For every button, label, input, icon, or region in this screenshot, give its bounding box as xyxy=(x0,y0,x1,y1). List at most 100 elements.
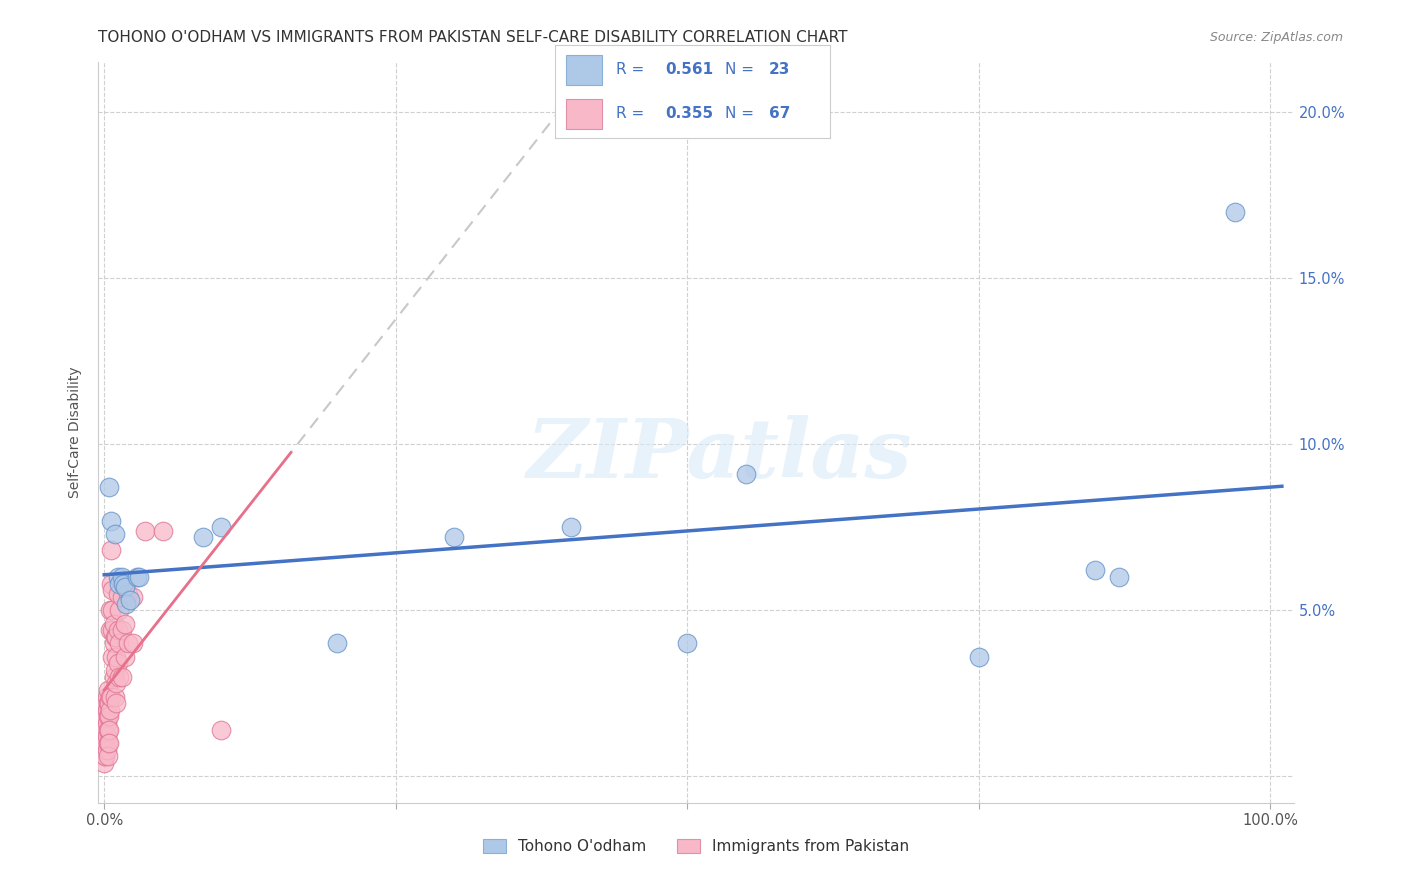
Point xyxy=(96,690,118,704)
Point xyxy=(111,670,134,684)
Point xyxy=(104,663,127,677)
Point xyxy=(93,756,115,770)
Point xyxy=(96,742,118,756)
Text: R =: R = xyxy=(616,62,648,78)
Point xyxy=(443,530,465,544)
Point xyxy=(104,676,127,690)
Text: R =: R = xyxy=(616,106,648,121)
Text: 0.561: 0.561 xyxy=(665,62,713,78)
Text: 23: 23 xyxy=(769,62,790,78)
Point xyxy=(93,730,115,744)
Point xyxy=(93,716,115,731)
Text: TOHONO O'ODHAM VS IMMIGRANTS FROM PAKISTAN SELF-CARE DISABILITY CORRELATION CHAR: TOHONO O'ODHAM VS IMMIGRANTS FROM PAKIST… xyxy=(98,29,848,45)
Point xyxy=(93,709,115,723)
Point xyxy=(111,570,134,584)
Point xyxy=(103,670,125,684)
Legend: Tohono O'odham, Immigrants from Pakistan: Tohono O'odham, Immigrants from Pakistan xyxy=(475,831,917,862)
Point xyxy=(93,749,115,764)
Point xyxy=(104,649,127,664)
Point xyxy=(117,636,139,650)
Point xyxy=(209,520,232,534)
Point xyxy=(107,657,129,671)
Point xyxy=(101,649,124,664)
Point xyxy=(152,524,174,538)
Point xyxy=(98,690,121,704)
Point xyxy=(97,723,120,737)
Point xyxy=(101,603,124,617)
Point xyxy=(97,749,120,764)
Point xyxy=(97,696,120,710)
Point xyxy=(104,630,127,644)
FancyBboxPatch shape xyxy=(567,55,602,85)
Point xyxy=(326,636,349,650)
Point xyxy=(107,570,129,584)
Point xyxy=(967,649,990,664)
Point xyxy=(111,590,134,604)
Point xyxy=(108,603,131,617)
Point xyxy=(104,630,127,644)
Point xyxy=(115,597,138,611)
Point xyxy=(93,736,115,750)
Point xyxy=(676,636,699,650)
Point xyxy=(101,623,124,637)
Point xyxy=(100,690,122,704)
Point xyxy=(122,636,145,650)
Point xyxy=(104,690,127,704)
Text: 67: 67 xyxy=(769,106,790,121)
Point xyxy=(100,543,122,558)
Point xyxy=(114,616,136,631)
Point xyxy=(128,570,150,584)
Point xyxy=(111,576,134,591)
Point xyxy=(93,723,115,737)
Text: ZIPatlas: ZIPatlas xyxy=(527,415,912,495)
Point xyxy=(1084,563,1107,577)
Point xyxy=(101,583,124,598)
Point xyxy=(94,709,117,723)
Text: N =: N = xyxy=(725,106,759,121)
Point xyxy=(100,576,122,591)
Point xyxy=(193,530,215,544)
Point xyxy=(560,520,582,534)
Point xyxy=(94,749,117,764)
Point xyxy=(96,730,118,744)
Point xyxy=(108,670,131,684)
Point xyxy=(98,603,121,617)
Point xyxy=(97,682,120,697)
Point xyxy=(93,742,115,756)
Point xyxy=(97,723,120,737)
Point xyxy=(104,527,127,541)
Point xyxy=(94,723,117,737)
Point xyxy=(125,570,148,584)
Point xyxy=(97,736,120,750)
Point xyxy=(108,576,131,591)
Text: Source: ZipAtlas.com: Source: ZipAtlas.com xyxy=(1209,31,1343,45)
Point xyxy=(96,716,118,731)
Point xyxy=(100,514,122,528)
FancyBboxPatch shape xyxy=(567,99,602,129)
Point xyxy=(94,696,117,710)
Point xyxy=(96,703,118,717)
Y-axis label: Self-Care Disability: Self-Care Disability xyxy=(69,367,83,499)
Point xyxy=(103,636,125,650)
Point xyxy=(111,623,134,637)
Point xyxy=(114,649,136,664)
Text: N =: N = xyxy=(725,62,759,78)
Point xyxy=(107,587,129,601)
Point xyxy=(103,616,125,631)
Point xyxy=(104,696,127,710)
Point xyxy=(97,480,120,494)
Point xyxy=(98,703,121,717)
Text: 0.355: 0.355 xyxy=(665,106,713,121)
Point xyxy=(117,587,139,601)
Point xyxy=(94,736,117,750)
Point xyxy=(114,580,136,594)
Point xyxy=(134,524,156,538)
Point xyxy=(97,696,120,710)
Point xyxy=(1108,570,1130,584)
Point xyxy=(122,590,145,604)
Point xyxy=(97,709,120,723)
Point xyxy=(97,736,120,750)
Point xyxy=(108,636,131,650)
Point xyxy=(1225,204,1247,219)
Point xyxy=(98,623,121,637)
